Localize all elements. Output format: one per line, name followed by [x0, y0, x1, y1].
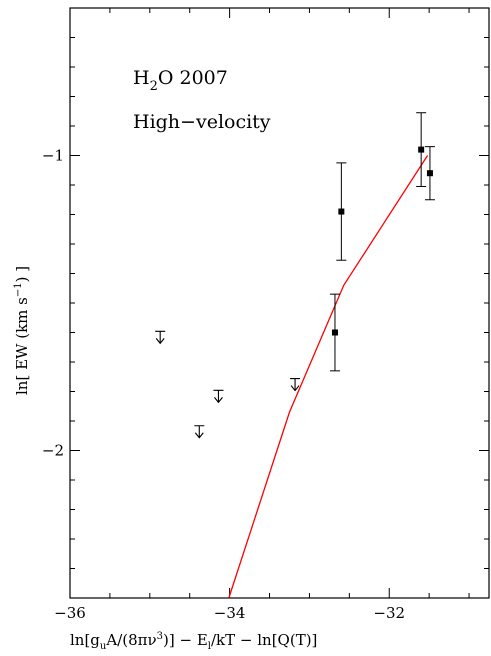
model-curve [228, 155, 429, 599]
data-point [338, 208, 345, 215]
x-tick-label: −36 [54, 604, 86, 622]
x-axis-label: ln[guA/(8πν3)] − El/kT − ln[Q(T)] [70, 631, 317, 652]
data-point [426, 170, 433, 177]
upper-limit-marker [194, 425, 205, 439]
data-points [155, 112, 435, 439]
x-tick-label: −32 [373, 604, 405, 622]
model-line [228, 155, 429, 599]
plot-frame [69, 7, 490, 599]
y-tick-label: −2 [42, 442, 64, 460]
x-tick-label: −34 [214, 604, 246, 622]
upper-limit-marker [155, 330, 166, 345]
species-annotation: H2O 2007 [133, 67, 228, 94]
upper-limit-marker [213, 389, 224, 404]
axis-ticks: −36 −34 −32 −1 −2 [42, 7, 489, 622]
data-point [331, 329, 338, 336]
data-point [418, 146, 425, 153]
upper-limit-marker [290, 378, 301, 392]
y-tick-label: −1 [42, 147, 64, 165]
y-axis-label: ln[ EW (km s−1) ] [13, 266, 31, 395]
component-annotation: High−velocity [133, 111, 271, 133]
